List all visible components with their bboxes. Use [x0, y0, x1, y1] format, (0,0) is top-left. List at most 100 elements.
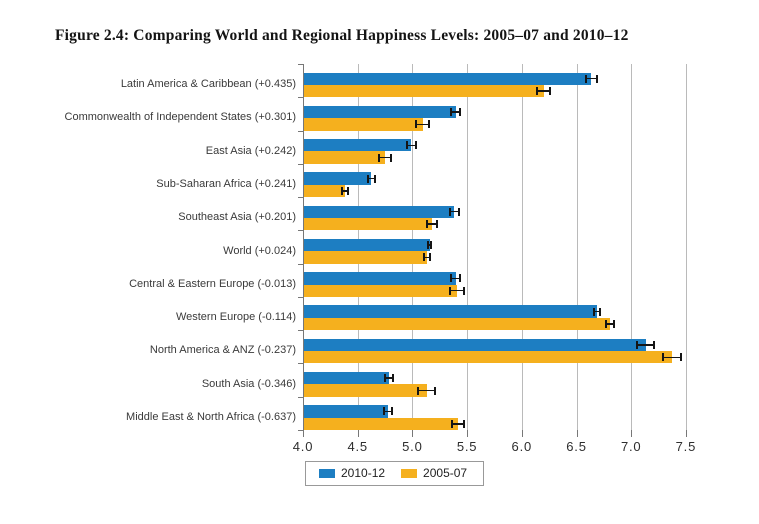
category-label-sub-saharan-africa-0-241: Sub-Saharan Africa (+0.241) — [156, 178, 296, 191]
bar-2010-12-sub-saharan-africa-0-241 — [303, 172, 372, 185]
error-bar-2005-07-central-eastern-europe-0-013 — [449, 286, 465, 295]
y-tick-0 — [298, 64, 303, 65]
bar-2010-12-central-eastern-europe-0-013 — [303, 272, 456, 285]
error-bar-2010-12-southeast-asia-0-201 — [448, 207, 460, 216]
error-bar-line — [424, 256, 430, 259]
bar-2005-07-middle-east-north-africa-0-637 — [303, 417, 459, 430]
bar-2010-12-southeast-asia-0-201 — [303, 205, 455, 218]
category-label-latin-america-caribbean-0-435: Latin America & Caribbean (+0.435) — [120, 78, 296, 91]
error-bar-2010-12-south-asia-0-346 — [383, 374, 394, 383]
y-tick-1 — [298, 97, 303, 99]
bar-2010-12-middle-east-north-africa-0-637 — [303, 405, 389, 418]
y-tick-2 — [298, 130, 303, 132]
bar-2010-12-east-asia-0-242 — [303, 139, 412, 152]
x-tick-label-7.0: 7.0 — [620, 439, 642, 454]
error-bar-line — [453, 423, 463, 425]
x-tick-4.5 — [357, 430, 359, 437]
x-tick-5.0 — [412, 430, 414, 437]
error-bar-line — [385, 377, 392, 379]
error-bar-line — [663, 356, 680, 358]
gridline-7.5 — [685, 64, 687, 430]
row-sub-saharan-africa-0-241 — [303, 164, 743, 198]
x-tick-label-6.5: 6.5 — [566, 439, 587, 454]
error-bar-2010-12-east-asia-0-242 — [405, 141, 417, 150]
bar-2005-07-latin-america-caribbean-0-435 — [303, 84, 544, 98]
error-bar-2010-12-latin-america-caribbean-0-435 — [584, 74, 598, 83]
error-bar-2005-07-commonwealth-of-independent-states-0-301 — [415, 120, 430, 129]
legend-item-2010-12: 2010-12 — [319, 466, 385, 480]
row-south-asia-0-346 — [303, 363, 743, 397]
y-tick-3 — [298, 163, 303, 165]
category-label-southeast-asia-0-201: Southeast Asia (+0.201) — [178, 211, 296, 224]
error-bar-line — [369, 177, 374, 180]
row-east-asia-0-242 — [303, 131, 743, 164]
y-tick-7 — [298, 296, 303, 298]
error-bar-2010-12-middle-east-north-africa-0-637 — [383, 407, 394, 416]
error-bar-line — [452, 277, 460, 280]
row-world-0-024 — [303, 230, 743, 264]
y-tick-11 — [298, 430, 303, 431]
bar-2010-12-commonwealth-of-independent-states-0-301 — [303, 105, 456, 119]
bar-2005-07-world-0-024 — [303, 251, 428, 264]
bar-2010-12-latin-america-caribbean-0-435 — [303, 72, 592, 85]
error-bar-line — [606, 323, 613, 325]
error-bar-line — [385, 410, 392, 413]
category-label-western-europe-0-114: Western Europe (-0.114) — [175, 311, 296, 324]
error-bar-2010-12-western-europe-0-114 — [593, 307, 601, 316]
bar-2005-07-sub-saharan-africa-0-241 — [303, 184, 346, 198]
legend-item-2005-07: 2005-07 — [401, 466, 467, 480]
error-bar-2005-07-middle-east-north-africa-0-637 — [451, 419, 465, 428]
x-tick-label-4.0: 4.0 — [292, 439, 314, 454]
x-tick-6.5 — [576, 430, 578, 437]
error-bar-2005-07-sub-saharan-africa-0-241 — [340, 186, 350, 195]
x-tick-5.5 — [467, 430, 469, 437]
error-bar-line — [450, 211, 458, 213]
error-bar-2010-12-north-america-anz-0-237 — [636, 340, 656, 349]
bar-2005-07-south-asia-0-346 — [303, 384, 427, 397]
bar-2005-07-central-eastern-europe-0-013 — [303, 284, 458, 297]
legend-swatch-2010-12 — [319, 468, 335, 478]
error-bar-line — [428, 244, 431, 246]
error-bar-2005-07-south-asia-0-346 — [417, 386, 436, 395]
gridline-7.0 — [631, 64, 633, 430]
gridline-5.5 — [467, 64, 469, 430]
x-tick-6.0 — [521, 430, 523, 437]
error-bar-line — [407, 144, 415, 146]
x-tick-label-4.5: 4.5 — [347, 439, 368, 454]
error-bar-2005-07-latin-america-caribbean-0-435 — [536, 87, 551, 96]
category-label-central-eastern-europe-0-013: Central & Eastern Europe (-0.013) — [129, 277, 296, 290]
bar-2010-12-world-0-024 — [303, 238, 430, 252]
y-axis-line — [303, 64, 304, 437]
error-bar-line — [595, 310, 599, 313]
error-bar-2010-12-sub-saharan-africa-0-241 — [367, 174, 376, 183]
error-bar-line — [428, 223, 437, 225]
bar-2005-07-western-europe-0-114 — [303, 317, 610, 331]
error-bar-2005-07-north-america-anz-0-237 — [661, 353, 682, 362]
legend-swatch-2005-07 — [401, 468, 418, 478]
row-western-europe-0-114 — [303, 297, 743, 331]
x-tick-7.0 — [631, 430, 633, 437]
bar-2010-12-western-europe-0-114 — [303, 305, 598, 318]
y-tick-4 — [298, 197, 303, 199]
error-bar-line — [538, 90, 549, 92]
category-label-east-asia-0-242: East Asia (+0.242) — [205, 144, 296, 157]
row-middle-east-north-africa-0-637 — [303, 397, 743, 430]
category-label-middle-east-north-africa-0-637: Middle East & North Africa (-0.637) — [126, 410, 296, 423]
bar-2005-07-commonwealth-of-independent-states-0-301 — [303, 118, 423, 131]
error-bar-2010-12-commonwealth-of-independent-states-0-301 — [450, 107, 461, 116]
bar-2010-12-south-asia-0-346 — [303, 371, 389, 385]
category-label-world-0-024: World (+0.024) — [223, 244, 296, 257]
error-bar-2005-07-southeast-asia-0-201 — [426, 220, 439, 229]
x-tick-label-6.0: 6.0 — [511, 439, 533, 454]
figure-title: Figure 2.4: Comparing World and Regional… — [55, 27, 629, 44]
legend-label-2010-12: 2010-12 — [341, 466, 386, 480]
error-bar-line — [419, 389, 434, 392]
y-tick-9 — [298, 363, 303, 365]
bar-2010-12-north-america-anz-0-237 — [303, 338, 646, 352]
x-tick-label-5.5: 5.5 — [456, 439, 478, 454]
error-bar-line — [586, 78, 596, 80]
row-commonwealth-of-independent-states-0-301 — [303, 97, 743, 131]
plot-area: 4.0 4.5 5.0 5.5 6.0 6.5 7.0 7.5 — [293, 64, 743, 454]
legend-label-2005-07: 2005-07 — [423, 466, 468, 480]
error-bar-line — [451, 290, 463, 292]
